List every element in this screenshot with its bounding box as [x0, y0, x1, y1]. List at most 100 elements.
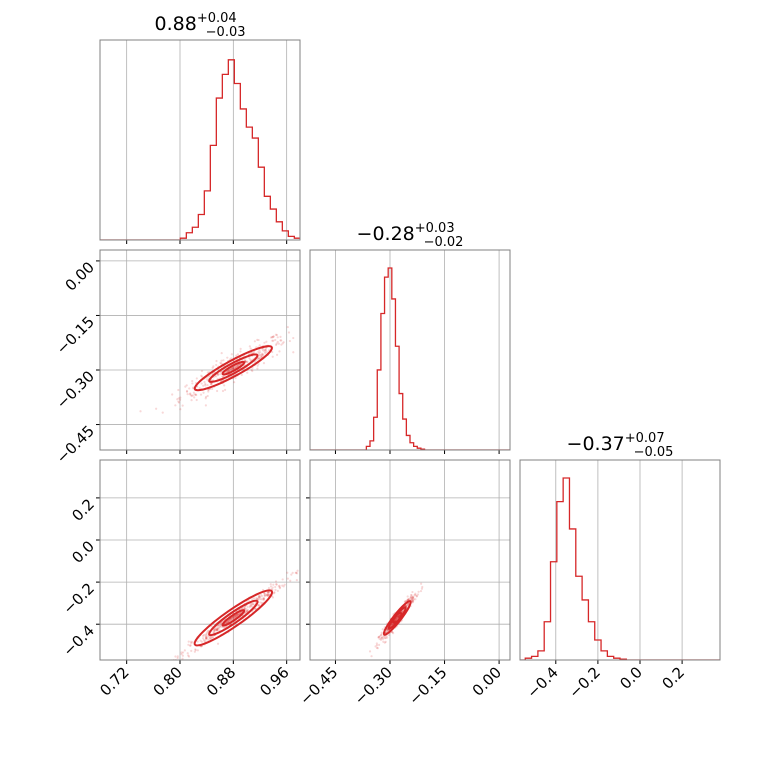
sample-point: [295, 572, 299, 575]
sample-point: [199, 639, 202, 642]
sample-point: [185, 390, 189, 393]
sample-point: [256, 338, 259, 342]
sample-point: [267, 590, 270, 594]
sample-point: [202, 391, 205, 394]
sample-point: [259, 351, 262, 354]
sample-point: [286, 577, 289, 580]
sample-point: [411, 600, 414, 604]
sample-point: [266, 592, 269, 595]
sample-point: [139, 410, 142, 413]
sample-point: [278, 584, 281, 587]
sample-point: [269, 583, 272, 586]
sample-point: [381, 635, 384, 639]
sample-point: [397, 615, 400, 618]
sample-point: [390, 623, 394, 626]
x-tick-label: 0.0: [616, 663, 646, 693]
sample-point: [177, 388, 180, 392]
sample-point: [227, 620, 230, 623]
y-tick-label: −0.15: [53, 313, 98, 358]
sample-point: [267, 593, 270, 596]
sample-point: [286, 325, 289, 329]
sample-point: [200, 640, 203, 643]
sample-point: [211, 636, 214, 639]
sample-point: [234, 614, 237, 618]
sample-point: [236, 353, 240, 356]
sample-point: [204, 384, 207, 387]
y-tick-label: 0.00: [62, 258, 98, 294]
sample-point: [250, 368, 253, 372]
sample-point: [305, 341, 307, 343]
contour-level: [382, 600, 412, 636]
sample-point: [230, 353, 233, 356]
sample-point: [263, 594, 266, 597]
sample-point: [216, 629, 219, 632]
sample-point: [193, 650, 196, 653]
sample-point: [189, 644, 192, 647]
sample-point: [246, 608, 250, 611]
sample-point: [200, 382, 203, 385]
sample-point: [377, 636, 380, 639]
sample-point: [190, 399, 193, 402]
sample-point: [259, 593, 262, 596]
sample-point: [201, 637, 205, 640]
sample-point: [263, 341, 266, 344]
sample-point: [248, 604, 251, 608]
sample-point: [179, 398, 182, 401]
sample-point: [282, 585, 285, 588]
sample-point: [250, 352, 253, 355]
sample-point: [194, 649, 197, 652]
sample-point: [275, 583, 278, 586]
sample-point: [227, 369, 231, 372]
sample-point: [204, 404, 207, 407]
histogram-panel-1: [309, 249, 511, 454]
sample-point: [410, 597, 413, 600]
sample-point: [217, 626, 220, 630]
sample-point: [271, 336, 274, 339]
contour-level: [387, 606, 407, 630]
sample-point: [382, 640, 385, 643]
sample-point: [264, 349, 267, 352]
panel-title: 0.88+0.04 −0.03: [155, 11, 246, 40]
sample-point: [421, 585, 424, 589]
sample-point: [259, 601, 262, 604]
sample-point: [222, 359, 225, 362]
sample-point: [217, 373, 220, 376]
sample-point: [394, 618, 398, 621]
sample-point: [174, 404, 177, 407]
x-tick-label: 0.2: [659, 663, 689, 693]
sample-point: [377, 636, 381, 639]
sample-point: [258, 356, 261, 360]
sample-point: [232, 616, 235, 620]
sample-point: [211, 387, 214, 390]
sample-point: [218, 624, 222, 627]
sample-point: [380, 631, 383, 634]
sample-point: [263, 350, 266, 353]
sample-point: [417, 590, 420, 593]
sample-point: [398, 614, 401, 617]
sample-point: [193, 396, 196, 399]
sample-point: [209, 382, 212, 385]
sample-point: [274, 588, 277, 591]
sample-point: [256, 367, 259, 370]
sample-point: [387, 628, 390, 631]
sample-point: [188, 387, 191, 390]
sample-point: [207, 388, 210, 391]
sample-point: [191, 640, 194, 644]
sample-point: [155, 670, 157, 672]
sample-point: [199, 393, 203, 396]
sample-point: [213, 629, 216, 632]
sample-point: [231, 366, 234, 370]
sample-point: [381, 628, 384, 631]
panel-title: −0.28+0.03 −0.02: [357, 221, 464, 250]
sample-point: [215, 359, 218, 363]
histogram-line: [100, 59, 300, 240]
sample-point: [409, 596, 412, 599]
sample-point: [383, 637, 387, 640]
sample-point: [189, 392, 192, 395]
sample-point: [236, 365, 239, 368]
sample-point: [231, 367, 234, 370]
sample-point: [213, 628, 216, 632]
sample-point: [263, 348, 266, 351]
sample-point: [406, 603, 409, 607]
